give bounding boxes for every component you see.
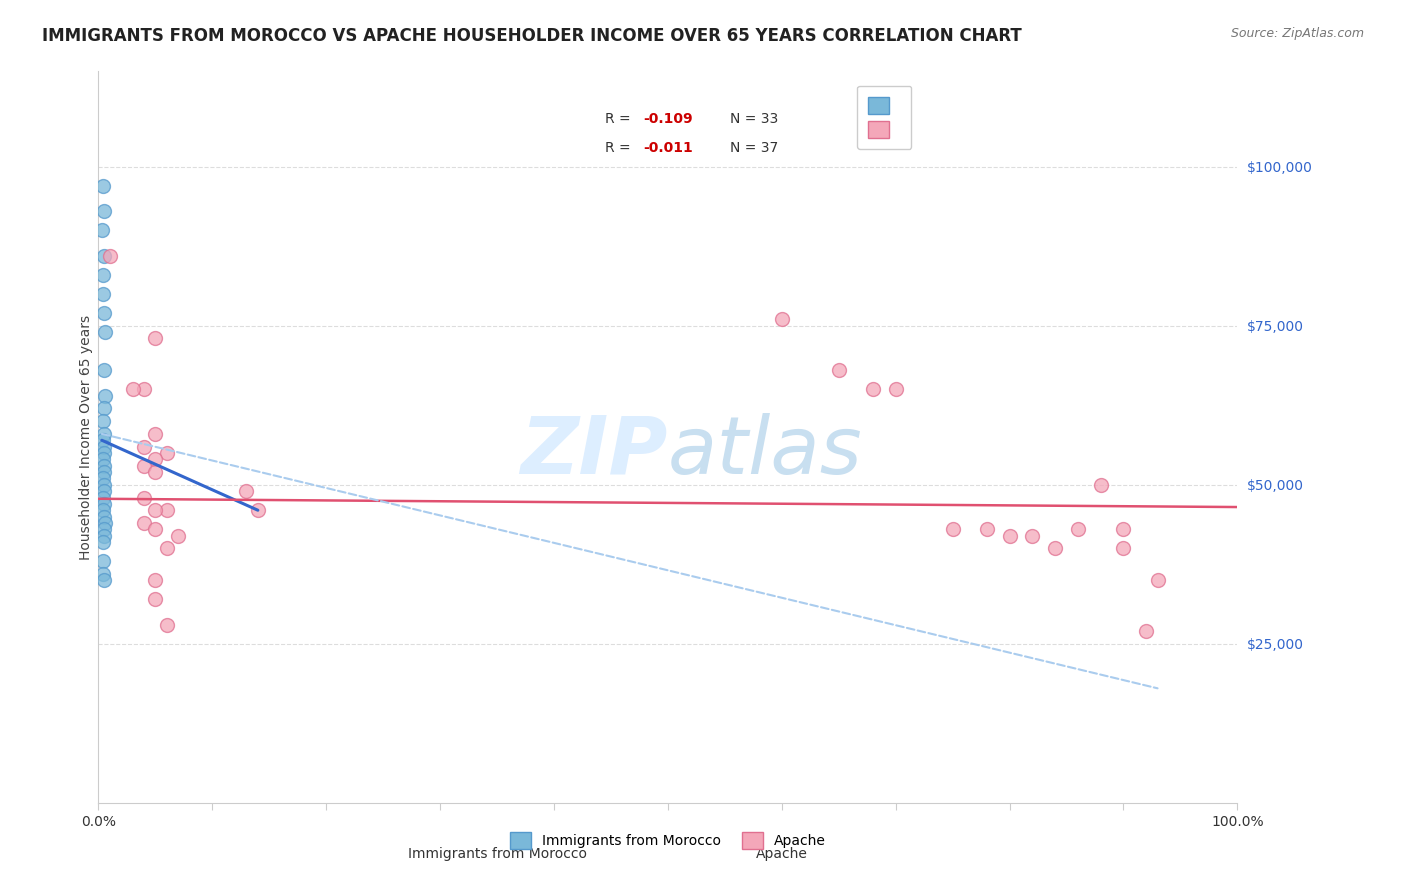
Point — [1043, 541, 1066, 556]
Point — [93, 458, 115, 473]
Point — [93, 440, 115, 454]
Point — [132, 491, 155, 505]
Point — [98, 249, 121, 263]
Point — [145, 573, 167, 587]
Point — [167, 529, 190, 543]
Point — [93, 497, 115, 511]
Point — [91, 452, 114, 467]
Point — [93, 573, 115, 587]
Point — [91, 491, 114, 505]
Text: IMMIGRANTS FROM MOROCCO VS APACHE HOUSEHOLDER INCOME OVER 65 YEARS CORRELATION C: IMMIGRANTS FROM MOROCCO VS APACHE HOUSEH… — [42, 27, 1022, 45]
Point — [91, 434, 114, 448]
Y-axis label: Householder Income Over 65 years: Householder Income Over 65 years — [79, 315, 93, 559]
Point — [132, 440, 155, 454]
Point — [91, 535, 114, 549]
Point — [93, 509, 115, 524]
Point — [91, 268, 114, 282]
Point — [884, 383, 907, 397]
Point — [93, 465, 115, 479]
Point — [1112, 522, 1135, 536]
Text: Apache: Apache — [756, 847, 807, 861]
Point — [156, 617, 179, 632]
Point — [156, 446, 179, 460]
Text: ZIP: ZIP — [520, 413, 668, 491]
Point — [132, 516, 155, 530]
Point — [1112, 541, 1135, 556]
Point — [145, 426, 167, 441]
Point — [90, 223, 112, 237]
Point — [93, 401, 115, 416]
Point — [770, 312, 793, 326]
Point — [235, 484, 257, 499]
Text: -0.011: -0.011 — [643, 141, 693, 155]
Point — [94, 389, 117, 403]
Point — [93, 363, 115, 377]
Point — [1135, 624, 1157, 638]
Point — [93, 522, 115, 536]
Point — [121, 383, 143, 397]
Point — [93, 484, 115, 499]
Point — [246, 503, 269, 517]
Text: -0.109: -0.109 — [643, 112, 692, 126]
Point — [91, 414, 114, 428]
Point — [93, 477, 115, 491]
Point — [93, 306, 115, 320]
Point — [976, 522, 998, 536]
Point — [145, 452, 167, 467]
Point — [145, 592, 167, 607]
Text: N = 33: N = 33 — [731, 112, 779, 126]
Text: Source: ZipAtlas.com: Source: ZipAtlas.com — [1230, 27, 1364, 40]
Point — [132, 458, 155, 473]
Point — [145, 522, 167, 536]
Point — [91, 503, 114, 517]
Point — [91, 287, 114, 301]
Point — [828, 363, 851, 377]
Point — [93, 204, 115, 219]
Point — [91, 178, 114, 193]
Point — [942, 522, 965, 536]
Point — [145, 503, 167, 517]
Point — [1090, 477, 1112, 491]
Point — [93, 529, 115, 543]
Point — [1146, 573, 1168, 587]
Text: R =: R = — [605, 112, 636, 126]
Text: N = 37: N = 37 — [731, 141, 779, 155]
Point — [998, 529, 1021, 543]
Point — [156, 503, 179, 517]
Point — [91, 471, 114, 485]
Point — [145, 331, 167, 345]
Point — [93, 249, 115, 263]
Text: R =: R = — [605, 141, 636, 155]
Point — [91, 554, 114, 568]
Text: Immigrants from Morocco: Immigrants from Morocco — [408, 847, 586, 861]
Point — [132, 383, 155, 397]
Point — [145, 465, 167, 479]
Point — [91, 566, 114, 581]
Point — [93, 426, 115, 441]
Point — [1021, 529, 1043, 543]
Point — [94, 325, 117, 339]
Point — [93, 446, 115, 460]
Point — [156, 541, 179, 556]
Point — [1067, 522, 1090, 536]
Point — [94, 516, 117, 530]
Point — [862, 383, 884, 397]
Legend: Immigrants from Morocco, Apache: Immigrants from Morocco, Apache — [505, 826, 831, 855]
Text: atlas: atlas — [668, 413, 863, 491]
